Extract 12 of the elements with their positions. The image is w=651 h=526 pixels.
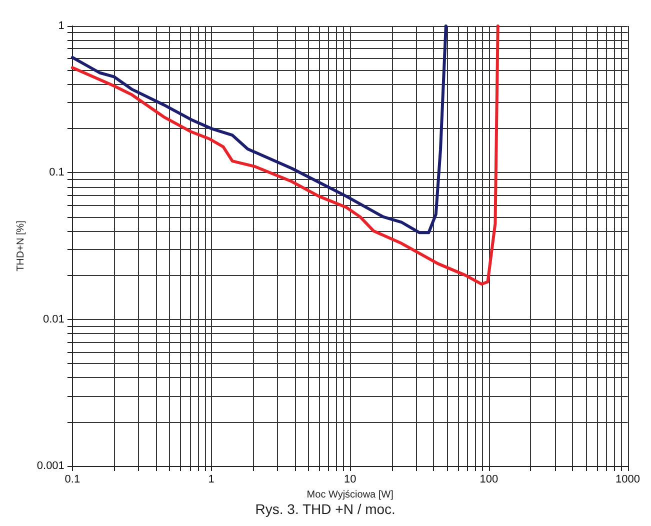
y-tick-label: 0.001 xyxy=(36,460,64,472)
x-tick-label: 10 xyxy=(344,474,356,486)
y-tick-label: 0.01 xyxy=(43,313,64,326)
x-tick-label: 0.1 xyxy=(64,474,80,486)
x-tick-label: 1000 xyxy=(616,474,640,486)
x-tick-label: 1 xyxy=(208,474,214,486)
x-axis-title: Moc Wyjściowa [W] xyxy=(306,489,394,500)
x-tick-label: 100 xyxy=(480,474,498,486)
text: Rys. 3. THD +N / moc. xyxy=(255,501,396,517)
y-tick-label: 1 xyxy=(58,20,64,32)
y-axis-title: THD+N [%] xyxy=(16,220,26,272)
y-tick-label: 0.1 xyxy=(49,166,64,179)
